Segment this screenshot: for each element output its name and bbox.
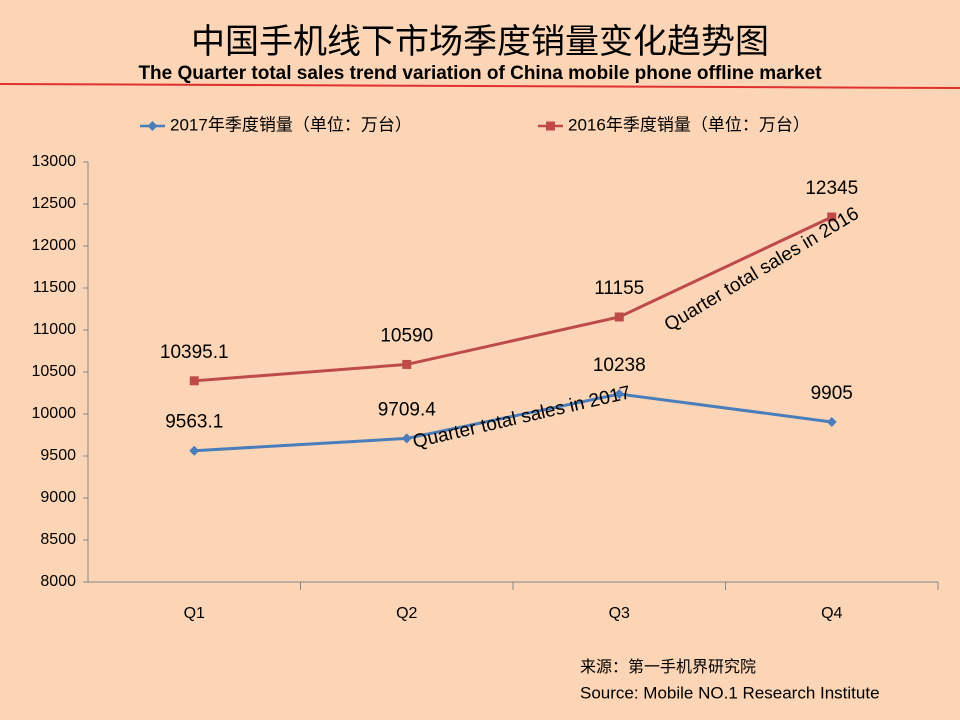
y-tick-label: 10000	[32, 405, 77, 422]
x-tick-label: Q3	[609, 605, 630, 622]
data-label: 11155	[594, 278, 644, 299]
y-tick-label: 11500	[33, 279, 76, 296]
title-rule	[0, 83, 960, 89]
x-tick-label: Q4	[821, 605, 842, 622]
data-label: 10238	[593, 355, 646, 376]
marker	[614, 312, 624, 322]
legend-label: 2017年季度销量（单位：万台）	[170, 115, 412, 134]
y-tick-label: 9500	[40, 447, 76, 464]
x-tick-label: Q2	[396, 605, 417, 622]
y-tick-label: 12500	[32, 195, 77, 212]
legend-label: 2016年季度销量（单位：万台）	[568, 115, 810, 134]
data-label: 9709.4	[378, 399, 437, 420]
series-line	[194, 392, 832, 453]
marker	[147, 121, 158, 131]
data-label: 10395.1	[160, 342, 229, 363]
chart-title: 中国手机线下市场季度销量变化趋势图	[191, 22, 769, 62]
data-label: 12345	[805, 178, 858, 199]
y-tick-label: 9000	[40, 489, 76, 506]
y-tick-label: 8500	[40, 531, 76, 548]
chart-subtitle: The Quarter total sales trend variation …	[138, 63, 822, 84]
y-tick-label: 11000	[33, 321, 76, 338]
y-tick-label: 10500	[32, 363, 77, 380]
source-cn: 来源：第一手机界研究院	[580, 658, 756, 676]
y-tick-label: 13000	[32, 153, 77, 170]
source-en: Source: Mobile NO.1 Research Institute	[580, 683, 880, 702]
y-tick-label: 12000	[32, 237, 77, 254]
marker	[546, 121, 555, 131]
data-label: 9563.1	[165, 412, 223, 433]
marker	[826, 416, 837, 427]
marker	[402, 359, 412, 369]
marker	[827, 212, 837, 222]
data-label: 9905	[811, 383, 853, 404]
y-tick-label: 8000	[40, 573, 76, 590]
marker	[189, 445, 200, 456]
marker	[614, 389, 625, 400]
x-tick-label: Q1	[184, 605, 205, 622]
marker	[401, 433, 412, 444]
marker	[189, 376, 199, 386]
data-label: 10590	[380, 325, 433, 346]
series-line	[194, 215, 833, 383]
